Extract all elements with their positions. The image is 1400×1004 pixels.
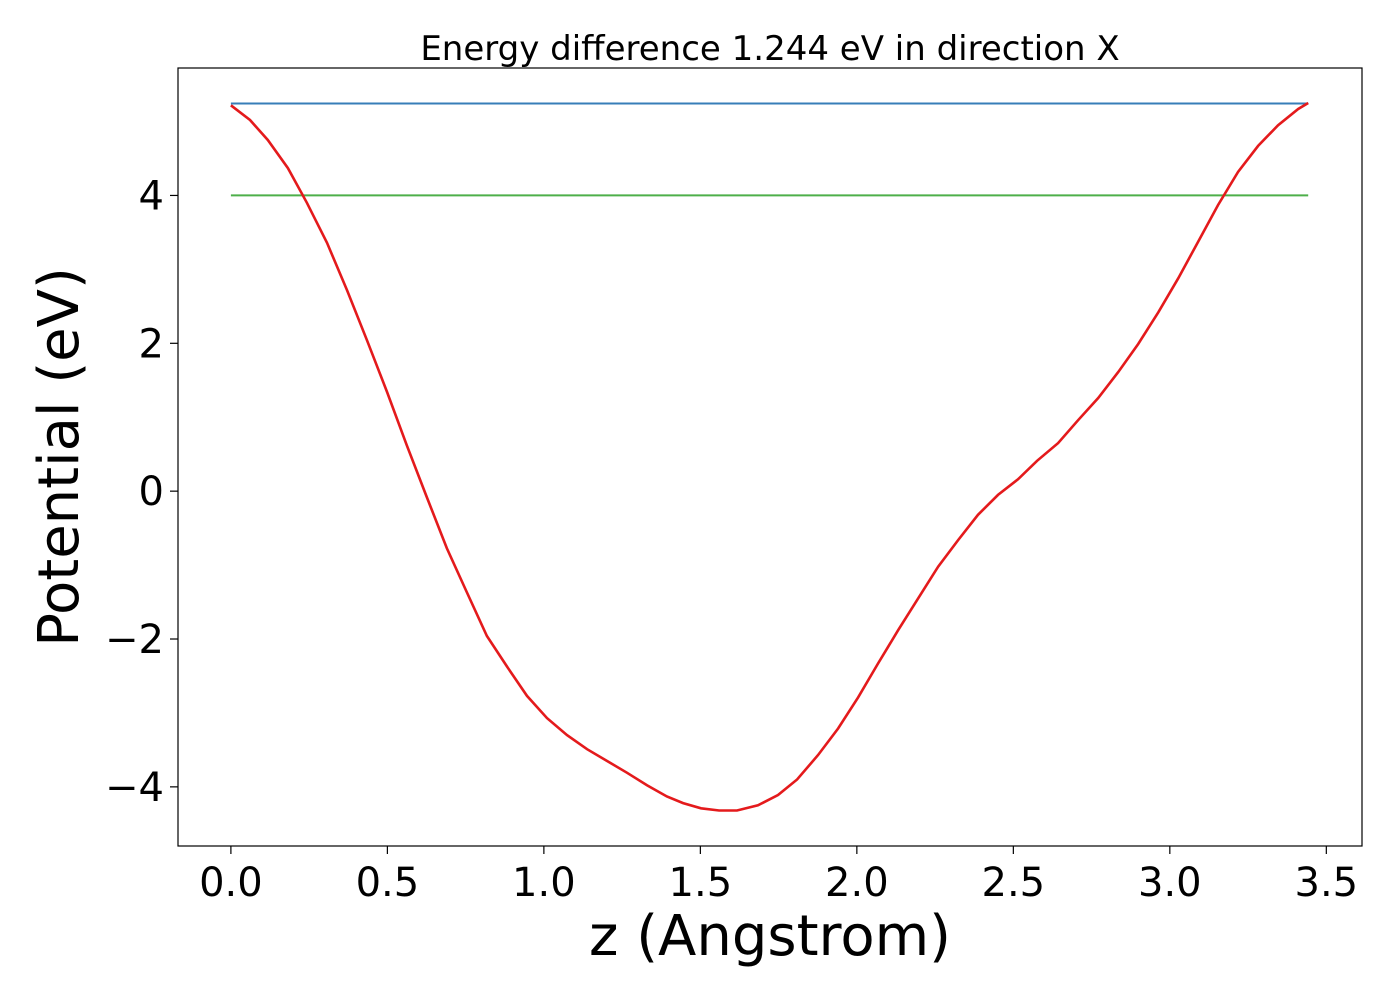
x-tick-label: 1.5 bbox=[669, 860, 733, 906]
x-tick-label: 3.5 bbox=[1295, 860, 1359, 906]
x-axis-label: z (Angstrom) bbox=[589, 904, 951, 969]
chart-title: Energy difference 1.244 eV in direction … bbox=[420, 29, 1119, 69]
y-tick-label: −4 bbox=[105, 765, 164, 811]
x-axis-ticks: 0.0 0.5 1.0 1.5 2.0 2.5 3.0 3.5 bbox=[199, 846, 1358, 906]
x-tick-label: 3.0 bbox=[1138, 860, 1202, 906]
series-line-potential bbox=[230, 101, 1309, 812]
y-axis-label: Potential (eV) bbox=[27, 267, 92, 647]
plot-frame bbox=[177, 67, 1363, 847]
y-axis-ticks: −4 −2 0 2 4 bbox=[105, 173, 178, 811]
x-tick-label: 2.0 bbox=[825, 860, 889, 906]
y-tick-label: 2 bbox=[139, 321, 164, 367]
y-tick-label: 0 bbox=[139, 469, 164, 515]
series-layer bbox=[230, 101, 1309, 812]
x-tick-label: 2.5 bbox=[982, 860, 1046, 906]
y-tick-label: 4 bbox=[139, 173, 164, 219]
x-tick-label: 0.5 bbox=[356, 860, 420, 906]
x-tick-label: 1.0 bbox=[512, 860, 576, 906]
x-tick-label: 0.0 bbox=[199, 860, 263, 906]
y-tick-label: −2 bbox=[105, 617, 164, 663]
